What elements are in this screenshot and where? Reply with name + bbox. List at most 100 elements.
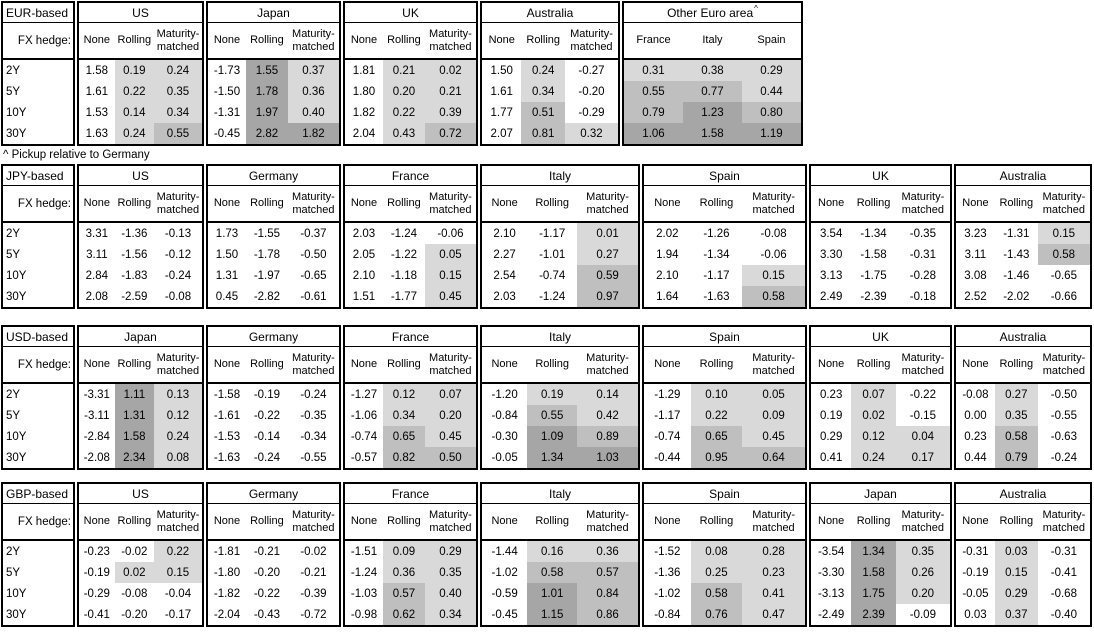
row-label: 10Y (6, 587, 27, 600)
col-header: None (83, 515, 110, 528)
table-row: 0.41 0.24 0.17 (811, 447, 950, 468)
group-header-row: France Italy Spain (624, 23, 801, 60)
group-title: Spain (644, 327, 805, 347)
value-cell: -1.82 (213, 587, 241, 600)
col-header: Maturity-matched (586, 191, 629, 216)
value-cell: 0.32 (564, 123, 618, 144)
value-cell: -0.74 (350, 430, 378, 443)
value-cell: 0.36 (382, 562, 425, 583)
value-cell: -1.17 (703, 269, 730, 282)
group-title-text: US (132, 486, 149, 501)
row-label: 5Y (6, 566, 21, 579)
value-cell: -0.20 (578, 85, 605, 98)
table-row: 0.31 0.38 0.29 (624, 60, 801, 81)
table-row: 5Y (3, 562, 73, 583)
table-row: -0.23 -0.02 0.22 (79, 541, 202, 562)
table-row: -0.30 1.09 0.89 (482, 426, 638, 447)
table-row: 1.58 0.19 0.24 (79, 60, 202, 81)
table-row: 2.52 -2.02 -0.66 (956, 286, 1090, 307)
value-cell: -0.09 (909, 608, 936, 621)
table-row: 2.84 -1.83 -0.24 (79, 265, 202, 286)
value-cell: -0.35 (909, 227, 936, 240)
value-cell: 0.12 (382, 384, 425, 405)
table-row: -1.61 -0.22 -0.35 (208, 405, 339, 426)
group-header-row: None Rolling Maturity-matched (644, 504, 805, 541)
value-cell: -1.61 (213, 409, 241, 422)
table-row: -0.19 0.15 -0.41 (956, 562, 1090, 583)
value-cell: 0.57 (577, 562, 638, 583)
table-base-label: EUR-based (3, 3, 73, 23)
group-france: France None Rolling Maturity-matched -1.51 0.… (343, 482, 478, 627)
value-cell: -3.30 (818, 566, 845, 579)
col-header: Maturity-matched (156, 191, 200, 216)
col-header: Italy (702, 34, 723, 47)
value-cell: -1.26 (703, 227, 730, 240)
value-cell: -0.63 (1050, 430, 1077, 443)
value-cell: 1.77 (490, 106, 513, 119)
col-header: Rolling (387, 515, 421, 528)
value-cell: 0.64 (742, 447, 805, 468)
table-row: -0.45 2.82 1.82 (208, 123, 339, 144)
table-eur-based: EUR-based FX hedge: 2Y 5Y 10Y 30Y US None Rollin… (1, 1, 1094, 146)
value-cell: -1.02 (491, 566, 518, 579)
group-title: Japan (811, 484, 950, 504)
value-cell: 0.24 (154, 60, 202, 81)
value-cell: 1.51 (352, 290, 376, 303)
value-cell: 0.59 (577, 265, 638, 286)
value-cell: 0.19 (819, 409, 843, 422)
col-header: Maturity-matched (752, 509, 795, 534)
row-label: 30Y (6, 451, 27, 464)
col-header: None (350, 358, 378, 371)
table-row: 2.54 -0.74 0.59 (482, 265, 638, 286)
value-cell: 0.07 (851, 384, 896, 405)
value-cell: 1.80 (352, 85, 376, 98)
row-label: 5Y (6, 85, 21, 98)
value-cell: 0.23 (742, 562, 805, 583)
group-header-row: None Rolling Maturity-matched (208, 347, 339, 384)
group-header-row: None Rolling Maturity-matched (644, 186, 805, 223)
table-row: 10Y (3, 102, 73, 123)
value-cell: -1.22 (390, 248, 418, 261)
group-other-euro-area: Other Euro area ^ France Italy Spain 0.31 0.38… (622, 1, 803, 146)
group-spain: Spain None Rolling Maturity-matched -1.29 0.1… (642, 325, 807, 470)
value-cell: -0.34 (300, 430, 327, 443)
group-title-text: UK (402, 5, 419, 20)
row-label: 10Y (6, 430, 27, 443)
value-cell: 0.47 (742, 604, 805, 625)
table-row: 2.10 -1.18 0.15 (345, 265, 476, 286)
col-header: None (962, 358, 989, 371)
value-cell: -0.06 (437, 227, 464, 240)
value-cell: -1.58 (213, 388, 241, 401)
table-row: 30Y (3, 604, 73, 625)
value-cell: 0.76 (690, 604, 743, 625)
group-italy: Italy None Rolling Maturity-matched -1.44 0.1… (480, 482, 640, 627)
value-cell: 0.58 (1037, 244, 1090, 265)
value-cell: 1.58 (85, 64, 109, 77)
value-cell: 0.34 (154, 102, 202, 123)
value-cell: 0.15 (994, 562, 1038, 583)
value-cell: 0.51 (521, 102, 565, 123)
value-cell: -1.31 (1003, 227, 1030, 240)
group-title-text: Australia (999, 329, 1047, 344)
value-cell: 3.11 (964, 248, 987, 261)
group-title: Italy (482, 327, 638, 347)
value-cell: 0.37 (994, 604, 1038, 625)
value-cell: 0.15 (1037, 223, 1090, 244)
table-row: -2.04 -0.43 -0.72 (208, 604, 339, 625)
value-cell: -1.36 (654, 566, 681, 579)
value-cell: 1.97 (245, 102, 288, 123)
col-header: Rolling (856, 197, 891, 210)
col-header: Rolling (999, 197, 1034, 210)
value-cell: -1.34 (860, 227, 887, 240)
table-row: -0.84 0.76 0.47 (644, 604, 805, 625)
group-title-text: Spain (709, 168, 740, 183)
value-cell: -3.13 (818, 587, 845, 600)
group-title: France (345, 327, 476, 347)
value-cell: -1.06 (350, 409, 378, 422)
table-row: -0.45 1.15 0.86 (482, 604, 638, 625)
value-cell: -0.29 (83, 587, 110, 600)
table-row: -3.54 1.34 0.35 (811, 541, 950, 562)
table-row: 0.29 0.12 0.04 (811, 426, 950, 447)
row-label: 30Y (6, 608, 27, 621)
col-header: Rolling (535, 197, 569, 210)
